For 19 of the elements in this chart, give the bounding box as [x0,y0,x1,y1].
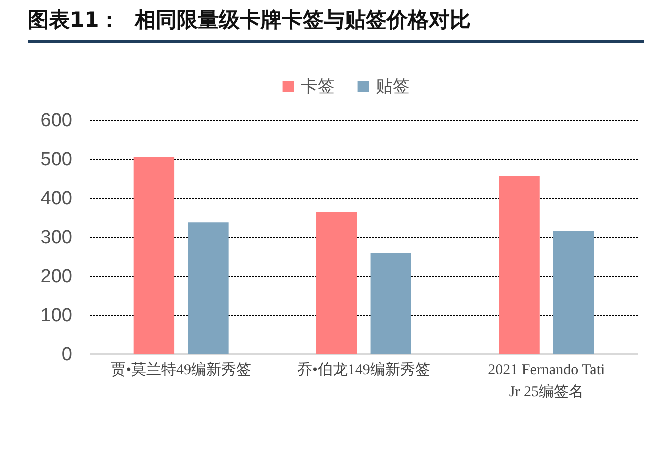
bar [134,157,175,354]
y-tick-label: 400 [40,188,72,210]
legend-label: 卡签 [301,76,335,97]
chart-title: 图表11： 相同限量级卡牌卡签与贴签价格对比 [28,7,471,34]
bar [188,222,229,354]
bar [370,252,412,354]
x-tick-label: 乔•伯龙149编新秀签 [298,362,430,378]
x-tick-label: 2021 Fernando Tati Jr 25编签名 [488,362,606,400]
y-tick-label: 100 [40,306,72,326]
bar [553,231,594,354]
bar [316,212,358,354]
y-tick-label: 500 [40,150,72,170]
x-tick-label: 贾•莫兰特49编新秀签 [111,362,252,378]
y-tick-label: 600 [40,110,72,132]
y-tick-label: 0 [62,344,72,366]
y-tick-label: 200 [40,266,72,288]
y-tick-label: 300 [40,228,72,248]
legend-label: 贴签 [376,76,410,97]
bar [499,176,540,354]
